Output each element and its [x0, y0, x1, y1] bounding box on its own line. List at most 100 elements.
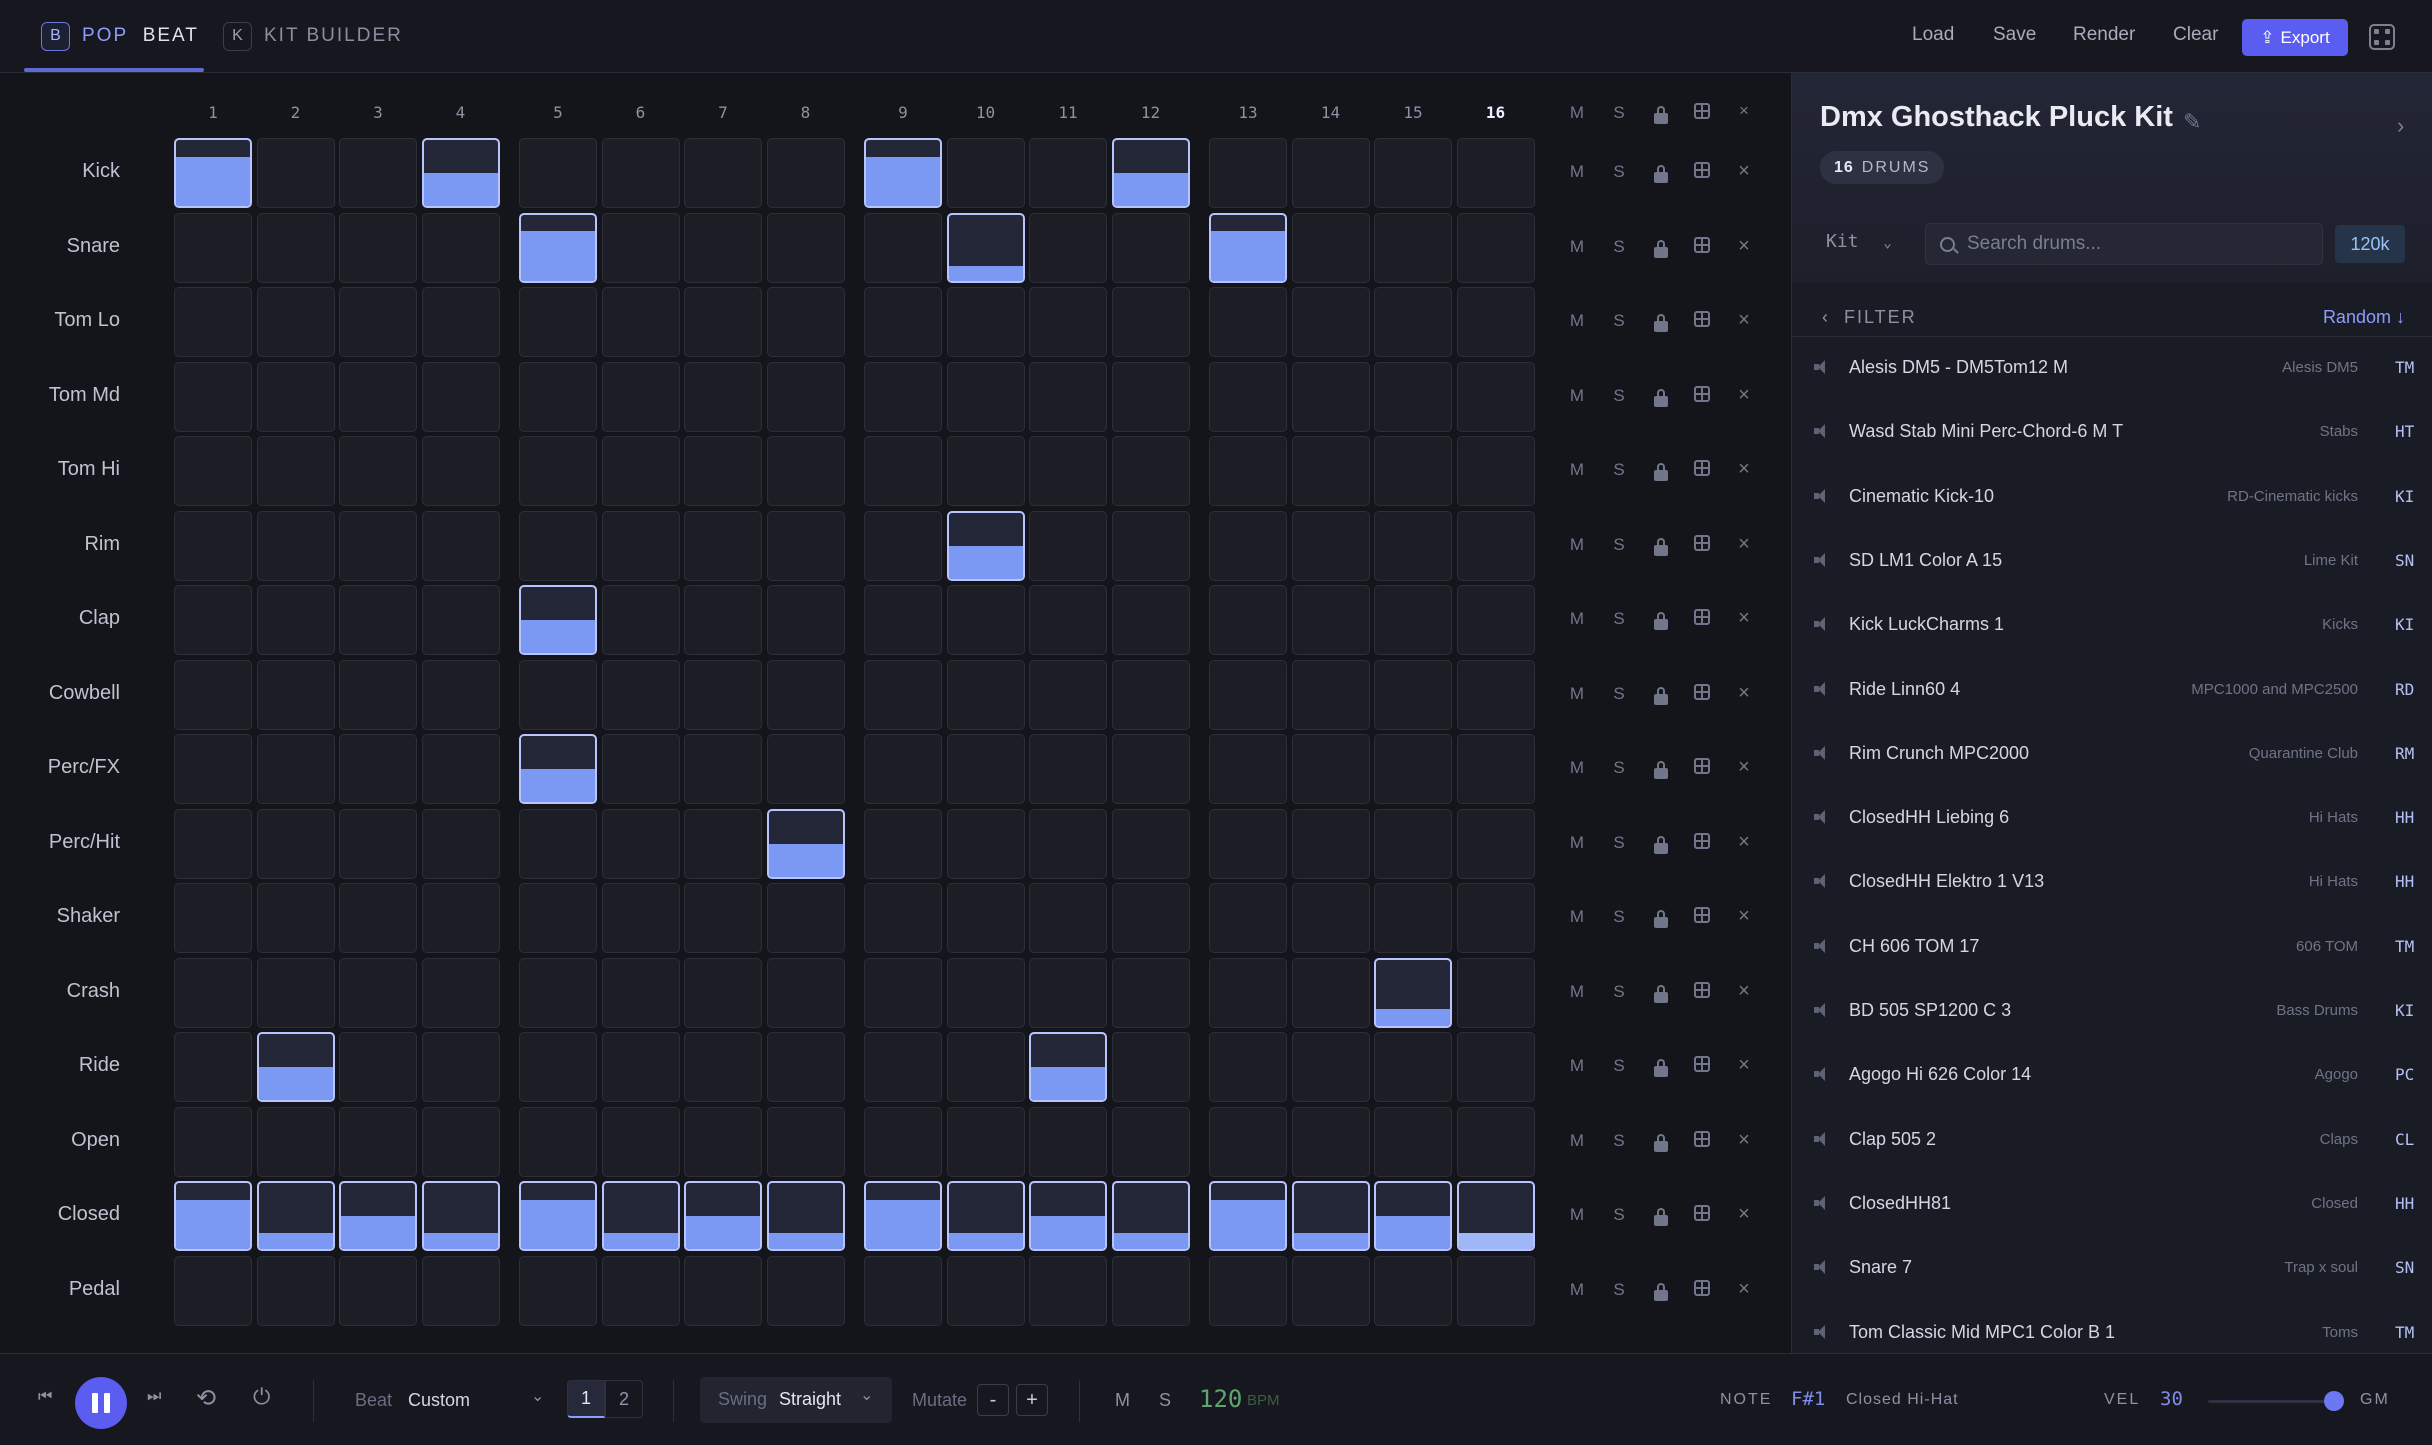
- step-cell[interactable]: [1029, 1106, 1107, 1177]
- grid-icon[interactable]: [1694, 609, 1710, 625]
- step-cell[interactable]: [601, 1255, 680, 1326]
- drum-list-item[interactable]: Snare 7 Trap x soul SN: [1792, 1237, 2432, 1301]
- step-cell[interactable]: [256, 1181, 335, 1251]
- mute-all-header[interactable]: M: [1569, 103, 1585, 122]
- step-cell[interactable]: [864, 287, 942, 357]
- step-cell[interactable]: [339, 1106, 417, 1177]
- step-cell[interactable]: [1111, 1181, 1190, 1251]
- step-cell[interactable]: [1374, 808, 1452, 879]
- track-solo-button[interactable]: S: [1613, 1205, 1625, 1224]
- track-name[interactable]: Perc/FX: [47, 756, 120, 778]
- step-cell[interactable]: [1029, 1181, 1107, 1251]
- drum-list-item[interactable]: SD LM1 Color A 15 Lime Kit SN: [1792, 530, 2432, 594]
- speaker-icon[interactable]: [1814, 938, 1830, 954]
- track-solo-button[interactable]: S: [1613, 1130, 1625, 1150]
- step-cell[interactable]: [519, 1106, 597, 1177]
- step-cell[interactable]: [174, 585, 252, 655]
- step-cell[interactable]: [1291, 957, 1370, 1028]
- lock-icon[interactable]: [1654, 1282, 1668, 1301]
- step-cell[interactable]: [1374, 585, 1452, 655]
- step-cell[interactable]: [421, 1181, 500, 1251]
- step-cell[interactable]: [766, 808, 845, 879]
- step-cell[interactable]: [339, 808, 417, 879]
- step-cell[interactable]: [1374, 957, 1452, 1028]
- track-mute-button[interactable]: M: [1569, 1056, 1585, 1075]
- drum-list-item[interactable]: Kick LuckCharms 1 Kicks KI: [1792, 594, 2432, 658]
- grid-icon[interactable]: [1694, 236, 1710, 253]
- step-cell[interactable]: [1291, 883, 1370, 953]
- step-cell[interactable]: [684, 883, 762, 953]
- step-cell[interactable]: [1374, 1032, 1452, 1102]
- step-cell[interactable]: [601, 585, 680, 655]
- close-icon[interactable]: ×: [1738, 681, 1750, 704]
- step-cell[interactable]: [256, 957, 335, 1028]
- step-cell[interactable]: [256, 361, 335, 432]
- pencil-icon[interactable]: ✎: [2183, 109, 2202, 134]
- speaker-icon[interactable]: [1814, 488, 1830, 504]
- step-cell[interactable]: [1456, 361, 1535, 432]
- close-icon[interactable]: ×: [1738, 1203, 1750, 1225]
- clear-button[interactable]: Clear: [2173, 24, 2219, 45]
- step-cell[interactable]: [519, 1032, 597, 1102]
- track-mute-button[interactable]: M: [1569, 683, 1585, 703]
- step-cell[interactable]: [864, 138, 942, 208]
- step-cell[interactable]: [1374, 361, 1452, 432]
- step-cell[interactable]: [1111, 138, 1190, 208]
- track-solo-button[interactable]: S: [1613, 460, 1625, 479]
- drum-list-item[interactable]: Cinematic Kick-10 RD-Cinematic kicks KI: [1792, 466, 2432, 530]
- step-cell[interactable]: [946, 883, 1025, 953]
- lock-icon[interactable]: [1654, 612, 1668, 630]
- step-cell[interactable]: [601, 361, 680, 432]
- step-cell[interactable]: [864, 510, 942, 581]
- step-cell[interactable]: [1291, 1032, 1370, 1102]
- close-icon[interactable]: ×: [1738, 830, 1750, 853]
- step-cell[interactable]: [1111, 1032, 1190, 1102]
- step-cell[interactable]: [1456, 436, 1535, 506]
- step-cell[interactable]: [1111, 436, 1190, 506]
- track-mute-button[interactable]: M: [1569, 1279, 1585, 1299]
- step-cell[interactable]: [1374, 734, 1452, 804]
- step-cell[interactable]: [1291, 436, 1370, 506]
- step-cell[interactable]: [421, 287, 500, 357]
- close-icon[interactable]: ×: [1738, 607, 1750, 629]
- track-solo-button[interactable]: S: [1613, 311, 1625, 330]
- step-cell[interactable]: [1291, 510, 1370, 581]
- step-cell[interactable]: [1291, 287, 1370, 357]
- step-cell[interactable]: [519, 436, 597, 506]
- step-cell[interactable]: [421, 436, 500, 506]
- step-cell[interactable]: [1111, 510, 1190, 581]
- step-cell[interactable]: [519, 287, 597, 357]
- render-button[interactable]: Render: [2073, 24, 2136, 45]
- close-icon[interactable]: ×: [1738, 1128, 1750, 1151]
- step-cell[interactable]: [601, 1032, 680, 1102]
- step-cell[interactable]: [1111, 1106, 1190, 1177]
- step-cell[interactable]: [519, 734, 597, 804]
- track-mute-button[interactable]: M: [1569, 236, 1585, 256]
- grid-icon[interactable]: [1694, 1130, 1710, 1147]
- track-solo-button[interactable]: S: [1613, 1056, 1625, 1075]
- step-cell[interactable]: [946, 361, 1025, 432]
- step-cell[interactable]: [601, 1181, 680, 1251]
- step-cell[interactable]: [1374, 287, 1452, 357]
- track-solo-button[interactable]: S: [1613, 683, 1625, 703]
- drum-list-item[interactable]: Alesis DM5 - DM5Tom12 M Alesis DM5 TM: [1792, 337, 2432, 401]
- track-name[interactable]: Tom Md: [48, 383, 120, 406]
- track-name[interactable]: Rim: [84, 532, 120, 555]
- step-cell[interactable]: [1209, 361, 1287, 432]
- grid-icon[interactable]: [1694, 460, 1710, 476]
- step-cell[interactable]: [519, 883, 597, 953]
- loop-icon[interactable]: ⟲: [196, 1385, 217, 1412]
- drum-list-item[interactable]: BD 505 SP1200 C 3 Bass Drums KI: [1792, 980, 2432, 1044]
- close-icon[interactable]: ×: [1738, 532, 1750, 555]
- step-cell[interactable]: [1111, 957, 1190, 1028]
- step-cell[interactable]: [256, 659, 335, 730]
- step-cell[interactable]: [174, 1181, 252, 1251]
- track-name[interactable]: Tom Hi: [57, 458, 120, 480]
- step-cell[interactable]: [684, 957, 762, 1028]
- track-mute-button[interactable]: M: [1569, 832, 1585, 852]
- step-cell[interactable]: [174, 138, 252, 208]
- mutate-minus-button[interactable]: -: [977, 1384, 1009, 1416]
- track-mute-button[interactable]: M: [1569, 907, 1585, 926]
- lock-icon[interactable]: [1654, 1059, 1668, 1077]
- step-cell[interactable]: [864, 361, 942, 432]
